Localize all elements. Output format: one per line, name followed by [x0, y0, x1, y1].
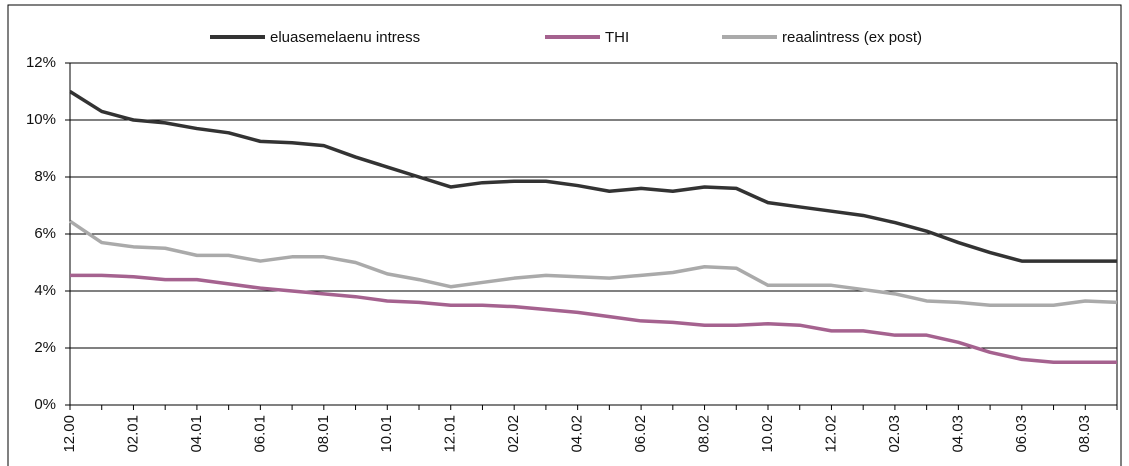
y-tick-label: 4% [34, 282, 56, 299]
x-tick-label: 04.03 [949, 415, 966, 453]
y-tick-label: 0% [34, 396, 56, 413]
y-tick-label: 10% [26, 111, 56, 128]
y-tick-label: 12% [26, 54, 56, 71]
x-tick-label: 08.03 [1076, 415, 1093, 453]
x-tick-label: 10.02 [759, 415, 776, 453]
legend-label: reaalintress (ex post) [782, 29, 922, 46]
x-tick-label: 02.03 [886, 415, 903, 453]
x-tick-label: 02.02 [505, 415, 522, 453]
x-tick-label: 08.02 [696, 415, 713, 453]
x-tick-label: 12.02 [822, 415, 839, 453]
x-tick-label: 06.02 [632, 415, 649, 453]
y-tick-label: 8% [34, 168, 56, 185]
y-tick-label: 6% [34, 225, 56, 242]
y-tick-label: 2% [34, 339, 56, 356]
x-tick-label: 02.01 [124, 415, 141, 453]
x-tick-label: 08.01 [315, 415, 332, 453]
x-tick-label: 12.00 [61, 415, 78, 453]
x-tick-label: 04.01 [188, 415, 205, 453]
x-tick-label: 10.01 [378, 415, 395, 453]
series-line [70, 273, 1117, 364]
frame [7, 4, 1122, 466]
x-tick-label: 04.02 [569, 415, 586, 453]
series-line [69, 219, 1118, 307]
series-line [69, 90, 1117, 263]
x-tick-label: 06.03 [1013, 415, 1030, 453]
x-tick-label: 06.01 [251, 415, 268, 453]
x-tick-label: 12.01 [442, 415, 459, 453]
legend-label: THI [605, 29, 629, 46]
legend-label: eluasemelaenu intress [270, 29, 420, 46]
